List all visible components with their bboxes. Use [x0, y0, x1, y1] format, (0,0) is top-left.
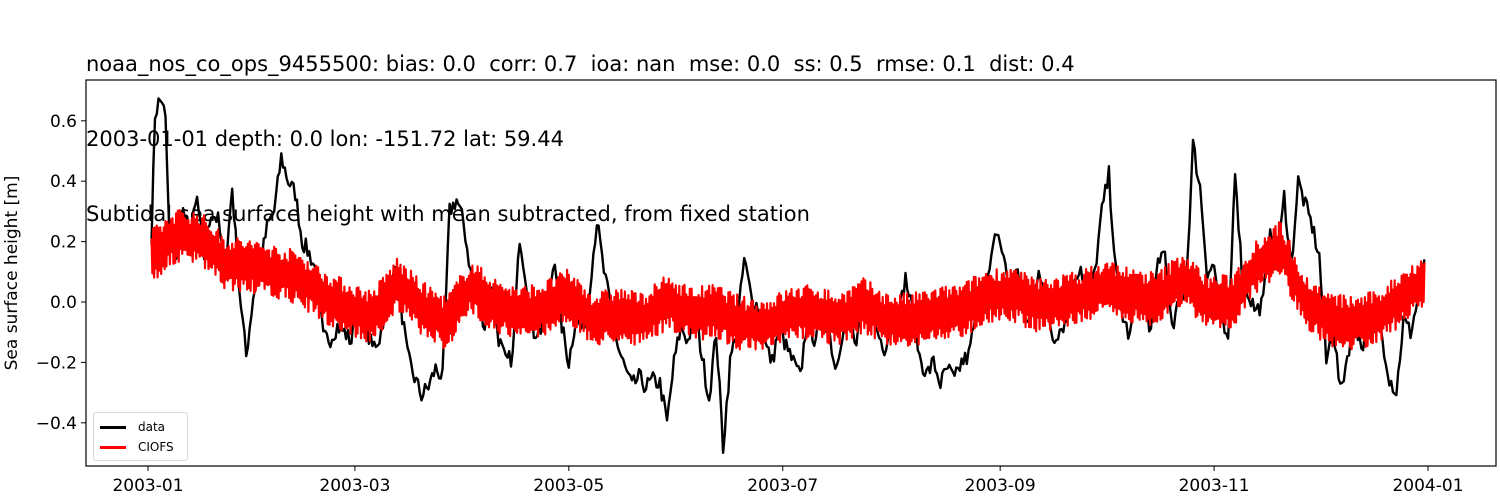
axes-frame — [85, 79, 1497, 467]
y-tick-label: 0.4 — [50, 172, 77, 192]
y-tick-label: 0.0 — [50, 293, 77, 313]
x-tick-label: 2003-05 — [533, 476, 604, 496]
series-ciofs-line — [150, 209, 1426, 351]
y-tick-label: −0.4 — [36, 414, 77, 434]
title-location-line: 2003-01-01 depth: 0.0 lon: -151.72 lat: … — [86, 127, 564, 151]
series-data-line — [150, 97, 1426, 454]
legend-swatch-data — [100, 425, 126, 429]
legend-label-data: data — [138, 420, 166, 434]
y-tick-label: 0.2 — [50, 233, 77, 253]
y-tick-label: 0.6 — [50, 112, 77, 132]
y-axis-ticks: −0.4 −0.2 0.0 0.2 0.4 0.6 — [36, 112, 86, 434]
title-stats-line: noaa_nos_co_ops_9455500: bias: 0.0 corr:… — [86, 52, 1075, 76]
series-layer — [150, 97, 1426, 454]
x-tick-label: 2003-07 — [747, 476, 818, 496]
legend-item-data: data — [100, 419, 165, 435]
legend: data CIOFS — [93, 412, 188, 461]
x-tick-label: 2003-11 — [1179, 476, 1250, 496]
legend-item-ciofs: CIOFS — [100, 439, 174, 455]
x-tick-label: 2003-09 — [965, 476, 1036, 496]
legend-label-ciofs: CIOFS — [138, 440, 174, 454]
chart-title: noaa_nos_co_ops_9455500: bias: 0.0 corr:… — [86, 2, 1075, 252]
legend-swatch-ciofs — [100, 445, 126, 449]
x-tick-label: 2003-03 — [319, 476, 390, 496]
x-tick-label: 2004-01 — [1392, 476, 1463, 496]
x-axis-ticks: 2003-01 2003-03 2003-05 2003-07 2003-09 2003-… — [112, 466, 1464, 496]
x-tick-label: 2003-01 — [112, 476, 183, 496]
y-tick-label: −0.2 — [36, 353, 77, 373]
